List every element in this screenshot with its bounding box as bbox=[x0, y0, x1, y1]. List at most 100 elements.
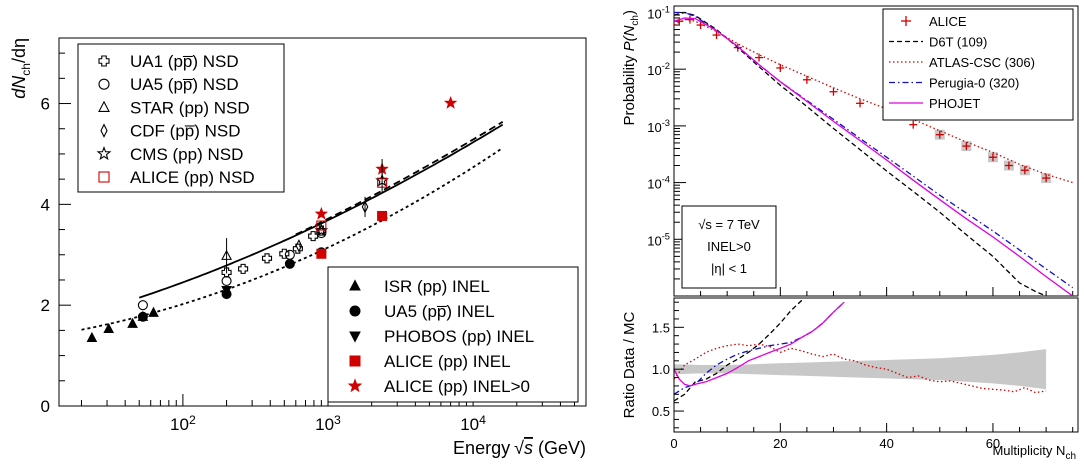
y-axis: 0 2 4 6 bbox=[41, 52, 71, 416]
y-tick-label: 10-5 bbox=[647, 231, 670, 248]
y-tick-label-base: 10 bbox=[647, 6, 661, 21]
legend-label: STAR (pp) NSD bbox=[130, 98, 250, 117]
y-tick-label-exp: -1 bbox=[662, 4, 670, 14]
legend-marker bbox=[349, 305, 361, 317]
top-curves bbox=[674, 11, 1074, 296]
annotation-line: |η| < 1 bbox=[711, 261, 747, 276]
y-tick-label: 6 bbox=[41, 95, 50, 114]
ratio-curve-1 bbox=[674, 343, 1047, 394]
y-axis-title-text: dN bbox=[9, 75, 29, 99]
x-axis-title-text: Energy bbox=[453, 438, 510, 458]
y-tick-label-exp: -2 bbox=[662, 61, 670, 71]
curve-1 bbox=[674, 11, 1047, 296]
data-point bbox=[86, 331, 98, 343]
legend-label: Perugia-0 (320) bbox=[929, 76, 1019, 91]
x-tick-label-base: 10 bbox=[460, 415, 479, 434]
y-tick-label-exp: -4 bbox=[662, 175, 670, 185]
legend-marker bbox=[349, 355, 361, 367]
data-point bbox=[284, 249, 295, 260]
data-point bbox=[221, 275, 232, 287]
annotation-line: INEL>0 bbox=[707, 239, 751, 254]
x-tick-label-exp: 2 bbox=[189, 413, 196, 427]
y-tick-label: 10-1 bbox=[647, 4, 670, 21]
top-y-axis-title: Probability P(Nch) bbox=[621, 10, 641, 125]
x-tick-label-exp: 3 bbox=[334, 413, 341, 427]
data-point bbox=[148, 306, 159, 317]
legend-label: D6T (109) bbox=[929, 35, 987, 50]
annotation-line: √s = 7 TeV bbox=[698, 217, 760, 232]
legend-inel-frame bbox=[327, 266, 579, 403]
legend-nsd: UA1 (pp̅) NSD UA5 (pp̅) NSD STAR (pp) NSD C… bbox=[77, 43, 285, 193]
y-tick-label: 10-3 bbox=[647, 118, 670, 135]
y-tick-label-base: 10 bbox=[647, 63, 661, 78]
top-y-axis-title-math: P(N bbox=[621, 25, 638, 51]
data-point bbox=[137, 311, 148, 322]
y-tick-label: 10-4 bbox=[647, 175, 670, 192]
bottom-y-axis-title: Ratio Data / MC bbox=[621, 311, 638, 418]
y-tick-label: 1.0 bbox=[652, 362, 670, 377]
bottom-curves bbox=[674, 298, 1047, 402]
legend-marker bbox=[98, 55, 110, 67]
x-tick-label: 20 bbox=[773, 436, 787, 451]
legend-label: CDF (pp̅) NSD bbox=[130, 122, 241, 141]
y-tick-label: 2 bbox=[41, 296, 50, 315]
data-point bbox=[308, 231, 319, 242]
legend-label: ALICE (pp) INEL>0 bbox=[384, 377, 530, 396]
legend-inel: ISR (pp) INEL UA5 (pp̅) INEL PHOBOS (pp) I… bbox=[327, 266, 579, 403]
chart-right-panel: 10-1 10-2 10-3 10-4 10-5 ProbabilityP(Nch) ALI… bbox=[606, 0, 1084, 462]
legend-marker bbox=[347, 378, 363, 393]
data-point bbox=[238, 263, 249, 274]
data-point bbox=[314, 206, 329, 220]
legend-marker bbox=[98, 78, 110, 90]
legend-label: ALICE (pp) NSD bbox=[130, 168, 255, 187]
y-axis-title-tail: /dη bbox=[9, 38, 29, 63]
y-tick-label: 10-2 bbox=[647, 61, 670, 78]
top-y-axis-title-sub: ch bbox=[630, 15, 641, 26]
bottom-pad: 0.5 1.0 1.5 0 20 40 60 bbox=[652, 297, 1079, 451]
ratio-curve-2 bbox=[674, 301, 845, 395]
sqrt-symbol: √ bbox=[514, 438, 524, 458]
plot-frame bbox=[58, 37, 587, 407]
x-axis-title: Multiplicity Nch bbox=[992, 443, 1076, 461]
y-tick-label: 1.5 bbox=[652, 320, 670, 335]
data-point bbox=[377, 210, 388, 221]
data-point bbox=[221, 285, 232, 297]
fit-middle bbox=[138, 123, 504, 299]
legend-label: UA5 (pp̅) INEL bbox=[384, 302, 495, 321]
annotation-box: √s = 7 TeV INEL>0 |η| < 1 bbox=[681, 205, 777, 289]
right-chart-svg: 10-110-210-310-410-5ProbabilityP(Nch)ALI… bbox=[621, 4, 1079, 462]
legend-label: ISR (pp) INEL bbox=[384, 277, 490, 296]
data-point bbox=[284, 258, 295, 269]
legend-label: ATLAS-CSC (306) bbox=[929, 55, 1035, 70]
ratio-curve-3 bbox=[674, 301, 845, 387]
y-tick-label-base: 10 bbox=[647, 120, 661, 135]
bottom-frame bbox=[673, 297, 1079, 433]
legend-marker bbox=[349, 279, 361, 291]
x-tick-label: 40 bbox=[879, 436, 893, 451]
chart-left-panel: 0 2 4 6 102 103 104 Energy √s (GeV) dNch/dη UA1 (pp… bbox=[9, 37, 587, 458]
legend-label: CMS (pp) NSD bbox=[130, 145, 243, 164]
fit-upper bbox=[295, 121, 504, 236]
x-tick-label: 104 bbox=[460, 413, 486, 434]
y-axis-title: dNch/dη bbox=[9, 38, 33, 99]
legend-marker bbox=[98, 171, 110, 183]
legend-marker bbox=[96, 145, 112, 161]
data-point bbox=[316, 248, 327, 259]
ratio-curve-0 bbox=[674, 298, 805, 402]
curve-2 bbox=[674, 18, 1073, 184]
legend-label: UA5 (pp̅) NSD bbox=[130, 75, 239, 94]
x-tick-label: 103 bbox=[315, 413, 341, 434]
data-points bbox=[86, 95, 458, 343]
legend-label: ALICE bbox=[929, 14, 967, 29]
x-tick-label: 60 bbox=[986, 436, 1000, 451]
legend-label: PHOBOS (pp) INEL bbox=[384, 327, 534, 346]
top-frame bbox=[673, 5, 1079, 297]
data-point bbox=[295, 239, 303, 253]
y-tick-label: 4 bbox=[41, 195, 50, 214]
legend-label: PHOJET bbox=[929, 96, 980, 111]
x-tick-label-exp: 4 bbox=[479, 413, 486, 427]
x-tick-label-base: 10 bbox=[170, 415, 189, 434]
y-tick-label-base: 10 bbox=[647, 233, 661, 248]
legend-marker bbox=[98, 100, 110, 112]
x-tick-label-base: 10 bbox=[315, 415, 334, 434]
